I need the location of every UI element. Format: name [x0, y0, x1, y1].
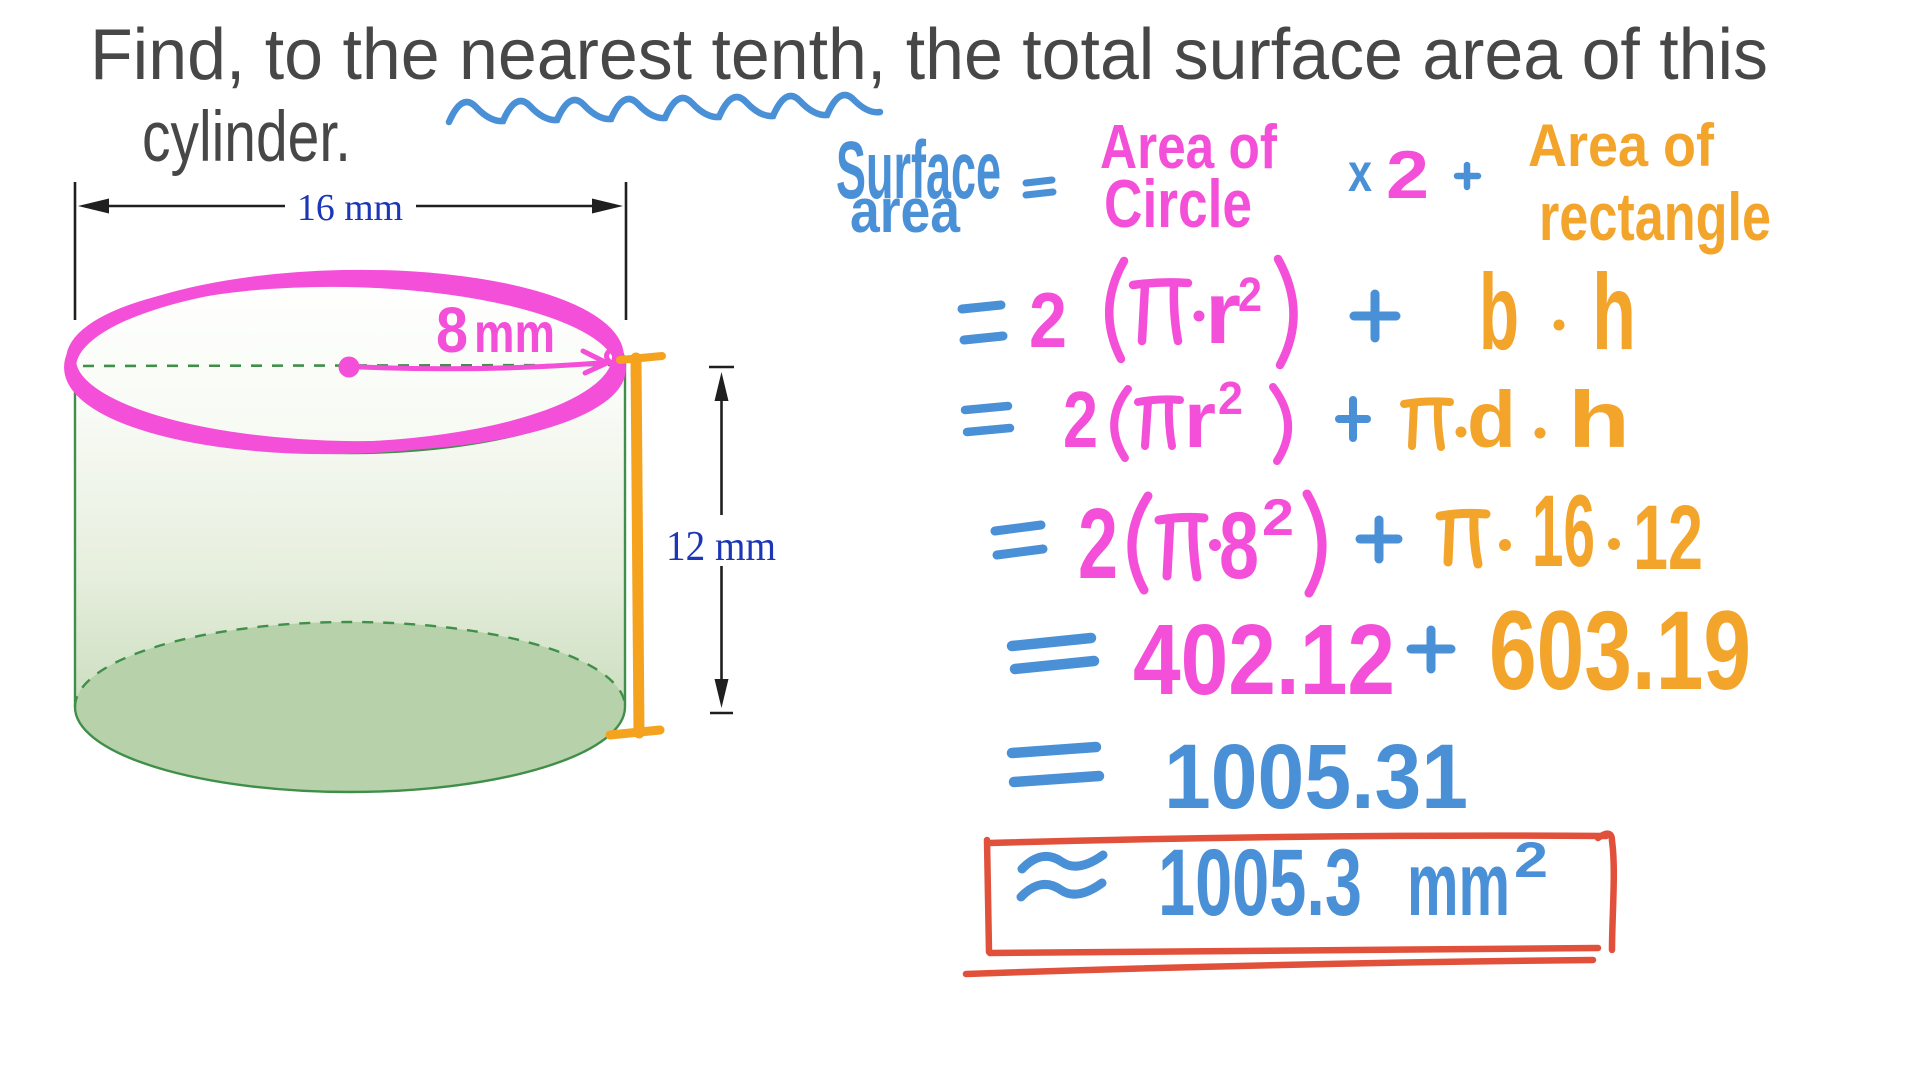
- svg-text:2: 2: [1063, 375, 1098, 464]
- svg-text:Area of: Area of: [1100, 113, 1277, 182]
- svg-text:2: 2: [1262, 489, 1294, 547]
- svg-text:d: d: [1467, 375, 1516, 464]
- svg-text:cylinder.: cylinder.: [142, 98, 351, 177]
- svg-text:Area of: Area of: [1528, 112, 1715, 179]
- svg-text:2: 2: [1238, 269, 1262, 322]
- svg-text:mm: mm: [1407, 835, 1510, 935]
- svg-text:603.19: 603.19: [1489, 588, 1751, 713]
- svg-text:8: 8: [436, 294, 468, 366]
- svg-text:Find, to the nearest tenth, th: Find, to the nearest tenth, the total su…: [90, 15, 1768, 95]
- svg-text:b: b: [1479, 251, 1519, 372]
- svg-text:12: 12: [1633, 487, 1703, 589]
- svg-text:Circle: Circle: [1104, 166, 1252, 242]
- svg-text:1005.31: 1005.31: [1164, 726, 1468, 828]
- svg-text:16: 16: [1532, 474, 1595, 588]
- svg-text:8: 8: [1219, 493, 1259, 599]
- svg-text:2: 2: [1029, 276, 1067, 364]
- svg-text:rectangle: rectangle: [1539, 179, 1771, 255]
- svg-text:2: 2: [1386, 137, 1429, 213]
- svg-text:h: h: [1592, 251, 1636, 372]
- svg-text:2: 2: [1078, 488, 1118, 600]
- svg-text:16 mm: 16 mm: [297, 187, 403, 229]
- svg-text:2: 2: [1218, 372, 1243, 424]
- svg-text:402.12: 402.12: [1133, 604, 1395, 716]
- svg-text:h: h: [1568, 375, 1630, 464]
- svg-text:2: 2: [1514, 832, 1548, 888]
- svg-text:1005.3: 1005.3: [1158, 830, 1362, 936]
- svg-text:area: area: [850, 177, 960, 246]
- svg-text:Surface: Surface: [836, 125, 1001, 216]
- svg-text:r: r: [1184, 375, 1216, 464]
- svg-text:r: r: [1205, 263, 1241, 362]
- svg-text:mm: mm: [474, 301, 555, 364]
- svg-text:x: x: [1348, 143, 1372, 203]
- svg-text:12 mm: 12 mm: [666, 524, 776, 570]
